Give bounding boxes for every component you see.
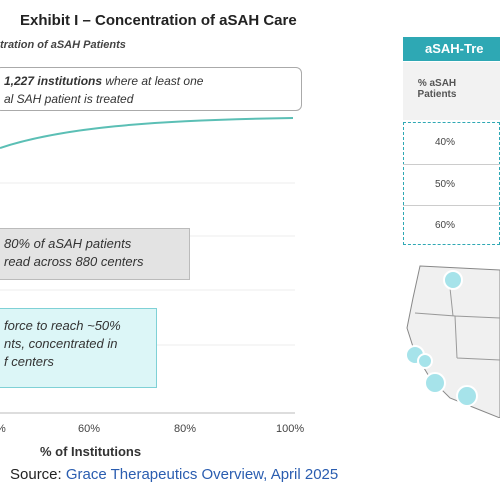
- cell: 50%: [434, 179, 455, 190]
- curve: [0, 117, 294, 149]
- text: 1,227 institutions: [4, 74, 103, 88]
- x-label: % of Institutions: [40, 444, 142, 459]
- cell: 40%: [434, 137, 455, 148]
- callout: force to reach ~50% nts, concentrated in f…: [0, 308, 157, 388]
- text: where at least one: [102, 74, 204, 88]
- map: [405, 265, 500, 418]
- x-tick-label: 100%: [276, 423, 305, 435]
- row-line: [403, 164, 500, 165]
- text: Grace Therapeutics Overview, April 2025: [65, 466, 339, 483]
- text: read across 880 centers: [4, 254, 144, 269]
- cell: 60%: [434, 220, 455, 231]
- text: al SAH patient is treated: [4, 92, 134, 106]
- text: 80% of aSAH patients: [4, 236, 132, 251]
- title: Exhibit I – Concentration of aSAH Care: [20, 12, 297, 29]
- text: f centers: [4, 354, 54, 369]
- callout: 80% of aSAH patients read across 880 cent…: [0, 228, 190, 280]
- table-head: [403, 62, 500, 120]
- text: nts, concentrated in: [4, 336, 118, 351]
- x-tick-label: 60%: [78, 423, 101, 435]
- callout: 1,227 institutions where at least one al…: [0, 67, 302, 111]
- x-tick-label: 80%: [174, 423, 197, 435]
- source: Source: Grace Therapeutics Overview, Apr…: [10, 466, 338, 483]
- row-line: [403, 205, 500, 206]
- table-title: aSAH-Tre: [403, 37, 500, 61]
- x-tick-label: %: [0, 423, 6, 435]
- subtitle: tration of aSAH Patients: [0, 39, 126, 51]
- text: force to reach ~50%: [4, 318, 121, 333]
- column-header: % aSAH Patients: [417, 78, 457, 100]
- text: Source:: [10, 466, 62, 483]
